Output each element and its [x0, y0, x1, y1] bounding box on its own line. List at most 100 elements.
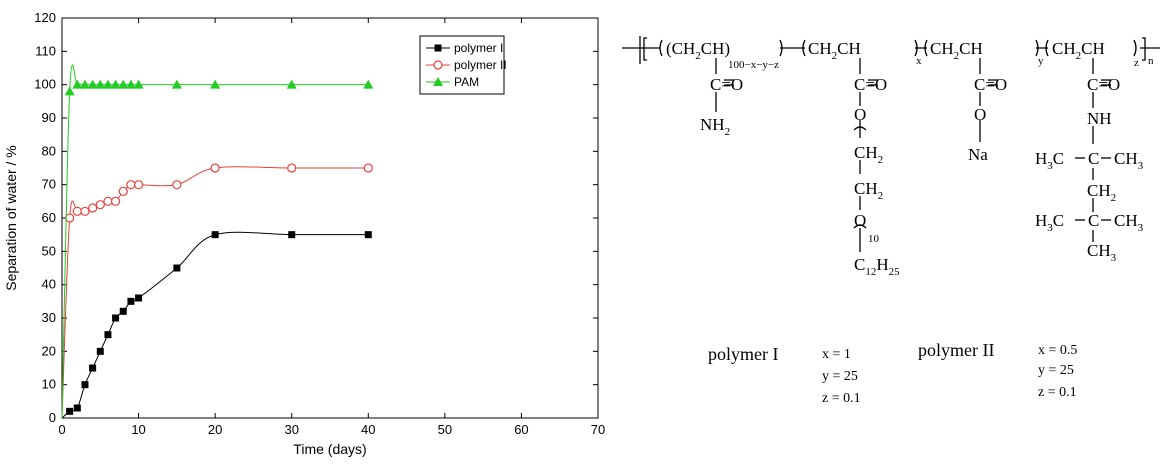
- data-point-series-0: [364, 231, 372, 239]
- data-point-series-2: [363, 79, 374, 89]
- legend-label: polymer I: [454, 41, 503, 55]
- data-point-series-2: [95, 79, 106, 89]
- polymer-2-name: polymer II: [918, 340, 994, 360]
- data-point-series-0: [211, 231, 219, 239]
- polymer-1-x: x = 1: [822, 347, 851, 362]
- methyl-right-1-sub: 3: [1138, 160, 1144, 172]
- data-point-series-2: [118, 79, 129, 89]
- methyl-left-1-c: C: [1053, 149, 1064, 168]
- terminal-ch3-sub: 3: [1111, 252, 1117, 264]
- data-point-series-1: [210, 163, 220, 173]
- backbone-unit-1: (CH2CH): [666, 39, 730, 62]
- peg-ch2-2: CH2: [854, 179, 883, 202]
- backbone-unit-2-sub: 2: [832, 50, 838, 62]
- backbone-unit-4: CH2CH: [1052, 39, 1105, 62]
- data-point-series-0: [288, 231, 296, 239]
- data-point-series-2: [286, 79, 297, 89]
- legend-label: polymer II: [454, 58, 507, 72]
- data-point-series-2: [72, 79, 83, 89]
- subscript-z: z: [1134, 57, 1139, 69]
- legend-marker: [433, 77, 443, 86]
- methyl-right-2-ch: CH: [1114, 211, 1138, 230]
- alkyl-tail-h: H: [876, 255, 888, 274]
- y-tick-label: 50: [42, 243, 56, 258]
- data-point-series-2: [125, 79, 136, 89]
- ester-oxygen: O: [854, 105, 866, 124]
- data-point-series-1: [95, 200, 105, 210]
- peg-ch2-1-text: CH: [854, 143, 878, 162]
- x-tick-label: 70: [591, 422, 605, 437]
- data-point-series-0: [73, 404, 81, 412]
- polymer-1-z: z = 0.1: [822, 391, 861, 406]
- data-point-series-0: [135, 294, 143, 302]
- tail-ch2-sub: 2: [1111, 192, 1117, 204]
- quaternary-carbon-1: C: [1088, 149, 1099, 168]
- data-point-series-2: [64, 86, 75, 96]
- carboxylate-oxygen: O: [974, 105, 986, 124]
- data-point-series-1: [287, 163, 297, 173]
- data-point-series-1: [172, 180, 182, 190]
- amide-nh2-sub: 2: [725, 126, 731, 138]
- parameter-set-polymer-1: polymer I x = 1 y = 25 z = 0.1: [708, 344, 861, 406]
- y-tick-label: 90: [42, 110, 56, 125]
- data-point-series-2: [133, 79, 144, 89]
- data-point-series-1: [103, 196, 113, 206]
- plot-area: 0 10 20 30 40 50 60 70 0 10 20 30 40 50 60 70 80 90 100 110…: [3, 10, 605, 457]
- plot-frame: [61, 17, 599, 419]
- methyl-right-1: CH3: [1114, 149, 1144, 172]
- polymer-2-x: x = 0.5: [1038, 343, 1077, 358]
- tail-ch2: CH2: [1087, 181, 1116, 204]
- data-point-series-0: [81, 381, 89, 389]
- terminal-ch3: CH3: [1087, 241, 1117, 264]
- data-point-series-1: [110, 196, 121, 206]
- amide-nh2: NH2: [700, 115, 730, 138]
- sodium: Na: [968, 145, 988, 164]
- x-tick-label: 40: [361, 422, 375, 437]
- polymer-structure-diagram: (CH2CH) 100−x−y−z C=O NH2 CH2CH x C=O O …: [622, 36, 1160, 406]
- methyl-left-2: H3C: [1035, 211, 1064, 234]
- y-tick-label: 20: [42, 343, 56, 358]
- backbone-unit-4-ch2: CH: [1052, 39, 1076, 58]
- x-tick-label: 30: [284, 422, 298, 437]
- data-point-series-0: [173, 264, 181, 272]
- peg-ch2-2-text: CH: [854, 179, 878, 198]
- carbonyl-2: C=O: [854, 75, 887, 94]
- data-point-series-2: [79, 79, 90, 89]
- data-point-series-0: [112, 314, 120, 322]
- carbonyl-1: C=O: [710, 75, 743, 94]
- methyl-right-2-sub: 3: [1138, 222, 1144, 234]
- carbonyl-2-text: C=O: [854, 75, 887, 94]
- carbonyl-4: C=O: [1087, 75, 1120, 94]
- x-tick-label: 10: [131, 422, 145, 437]
- data-point-series-2: [171, 79, 182, 89]
- series-line-0: [61, 231, 369, 419]
- amide-nh2-text: NH: [700, 115, 725, 134]
- methyl-right-1-ch: CH: [1114, 149, 1138, 168]
- data-point-series-1: [88, 203, 98, 213]
- backbone-unit-3-sub: 2: [954, 50, 960, 62]
- data-point-series-2: [102, 79, 113, 89]
- terminal-ch3-ch: CH: [1087, 241, 1111, 260]
- tail-ch2-text: CH: [1087, 181, 1111, 200]
- data-point-series-1: [363, 163, 373, 173]
- data-point-series-0: [66, 407, 74, 415]
- peg-ch2-1-sub: 2: [878, 154, 884, 166]
- backbone-unit-2-ch2: CH: [808, 39, 832, 58]
- legend-marker: [433, 60, 443, 70]
- data-point-series-2: [110, 79, 121, 89]
- y-tick-label: 110: [35, 43, 56, 58]
- series-line-2: [61, 64, 369, 419]
- backbone-unit-1-ch: CH: [701, 39, 725, 58]
- peg-oxygen: O: [854, 211, 866, 230]
- parameter-set-polymer-2: polymer II x = 0.5 y = 25 z = 0.1: [918, 340, 1077, 400]
- methyl-right-2: CH3: [1114, 211, 1144, 234]
- methyl-left-1-sub: 3: [1047, 160, 1053, 172]
- data-point-series-1: [80, 206, 90, 216]
- backbone-unit-1-ch2: CH: [672, 39, 696, 58]
- x-tick-label: 0: [58, 422, 65, 437]
- polymer-1-y: y = 25: [822, 369, 858, 384]
- y-tick-label: 100: [34, 77, 56, 92]
- y-tick-label: 80: [42, 143, 56, 158]
- quaternary-carbon-2: C: [1088, 211, 1099, 230]
- backbone-unit-2: CH2CH: [808, 39, 861, 62]
